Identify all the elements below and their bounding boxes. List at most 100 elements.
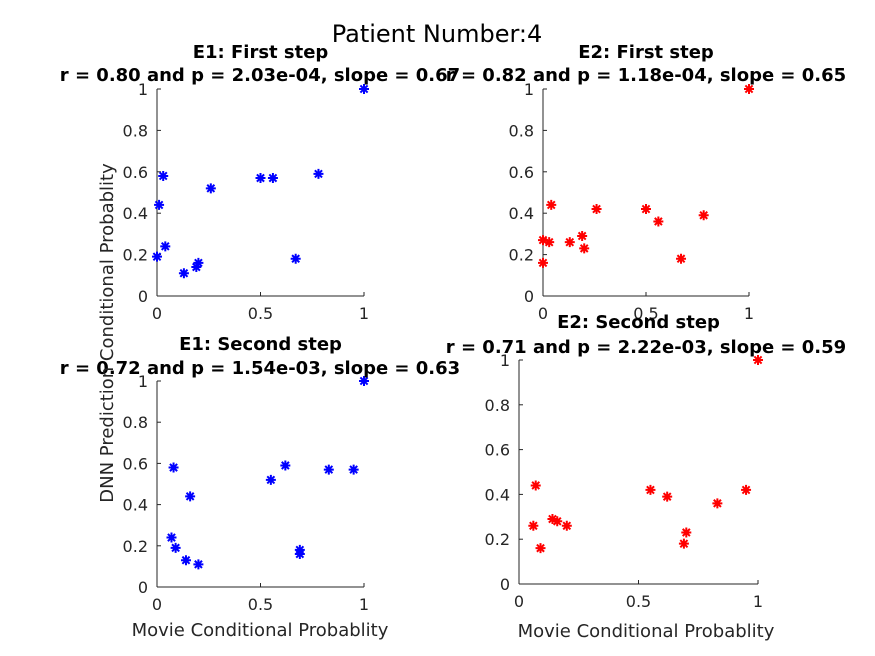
data-point	[712, 498, 723, 509]
data-point	[591, 204, 602, 215]
y-tick-label: 1	[524, 80, 534, 99]
data-point	[676, 253, 687, 264]
x-tick-label: 1	[359, 304, 369, 323]
subplot-stats: r = 0.82 and p = 1.18e-04, slope = 0.65	[446, 65, 846, 86]
y-tick-label: 0.4	[123, 204, 148, 223]
data-point	[170, 542, 181, 553]
x-tick-label: 0.5	[248, 304, 273, 323]
data-point	[193, 559, 204, 570]
subplot-title: E2: First step	[578, 42, 714, 63]
y-tick-label: 0.8	[123, 413, 148, 432]
data-point	[348, 464, 359, 475]
data-point	[744, 84, 754, 94]
data-point	[359, 376, 369, 386]
x-tick-label: 1	[744, 304, 754, 323]
data-point	[538, 257, 548, 268]
data-point	[154, 199, 165, 210]
y-tick-label: 0.6	[485, 441, 510, 460]
x-tick-label: 0.5	[633, 304, 658, 323]
x-tick-label: 0	[538, 304, 548, 323]
figure-title: Patient Number:4	[332, 20, 543, 48]
data-point	[158, 170, 169, 181]
data-point	[681, 527, 692, 538]
x-tick-label: 0	[152, 304, 162, 323]
y-tick-label: 0.2	[123, 246, 148, 265]
data-point	[662, 491, 673, 502]
data-point	[547, 514, 558, 525]
shared-ylabel: DNN Prediction Conditional Probablity	[97, 163, 118, 503]
subplot-3: 0 0.5 1 0 0.2 0.4 0.6 0.8 1 E1: Second step r = 0.…	[60, 334, 460, 614]
y-tick-label: 0.2	[123, 537, 148, 556]
data-point	[313, 168, 324, 179]
subplot-title: E2: Second step	[557, 312, 720, 333]
data-point	[653, 216, 664, 227]
data-point	[193, 257, 204, 268]
data-point	[544, 237, 555, 248]
data-point	[191, 262, 202, 273]
y-tick-label: 0.4	[509, 204, 534, 223]
data-point	[698, 210, 709, 221]
data-point	[166, 532, 177, 543]
data-point	[530, 480, 541, 491]
data-point	[564, 237, 575, 248]
data-point	[579, 243, 590, 254]
data-point	[168, 462, 179, 473]
y-tick-label: 1	[138, 372, 148, 391]
y-tick-label: 0	[138, 287, 148, 306]
x-tick-label: 1	[359, 595, 369, 614]
data-point	[641, 204, 651, 215]
y-tick-label: 0.2	[485, 530, 510, 549]
x-tick-label: 1	[753, 592, 763, 611]
y-tick-label: 0.8	[485, 396, 510, 415]
y-tick-label: 0.8	[509, 121, 534, 140]
subplot-stats: r = 0.72 and p = 1.54e-03, slope = 0.63	[60, 358, 460, 379]
data-point	[205, 183, 216, 194]
data-point	[535, 543, 546, 554]
y-tick-label: 0.6	[123, 163, 148, 182]
data-point	[561, 520, 572, 531]
y-tick-label: 0.8	[123, 121, 148, 140]
data-point	[538, 235, 548, 246]
data-point	[265, 474, 276, 485]
data-point	[152, 251, 162, 262]
y-tick-label: 0.2	[509, 246, 534, 265]
data-point	[552, 516, 563, 527]
subplot-title: E1: First step	[193, 42, 329, 63]
subplot-4: 0 0.5 1 0 0.2 0.4 0.6 0.8 1 E2: Second step r = 0.…	[446, 312, 846, 611]
subplot-stats: r = 0.80 and p = 2.03e-04, slope = 0.67	[60, 65, 460, 86]
data-point	[178, 268, 189, 279]
y-tick-label: 0.6	[509, 163, 534, 182]
data-point	[180, 555, 191, 566]
x-tick-label: 0	[514, 592, 524, 611]
data-point	[294, 549, 305, 560]
x-tick-label: 0.5	[626, 592, 651, 611]
data-point	[255, 173, 266, 184]
shared-xlabel-left: Movie Conditional Probablity	[132, 620, 389, 641]
subplot-stats: r = 0.71 and p = 2.22e-03, slope = 0.59	[446, 337, 846, 358]
data-point	[546, 199, 557, 210]
x-tick-label: 0	[152, 595, 162, 614]
data-point	[678, 538, 689, 549]
y-tick-label: 0	[500, 575, 510, 594]
data-point	[280, 460, 291, 471]
y-tick-label: 0.6	[123, 454, 148, 473]
y-tick-label: 1	[500, 351, 510, 370]
data-point	[160, 241, 171, 252]
data-point	[753, 355, 763, 365]
y-tick-label: 0.4	[123, 496, 148, 515]
x-tick-label: 0.5	[248, 595, 273, 614]
data-point	[185, 491, 196, 502]
data-point	[528, 520, 539, 531]
data-point	[645, 484, 656, 495]
data-point	[577, 230, 588, 241]
shared-xlabel-right: Movie Conditional Probablity	[518, 621, 775, 642]
y-tick-label: 1	[138, 80, 148, 99]
y-tick-label: 0.4	[485, 485, 510, 504]
data-point	[290, 253, 301, 264]
y-tick-label: 0	[138, 578, 148, 597]
data-point	[359, 84, 369, 94]
data-point	[741, 484, 752, 495]
